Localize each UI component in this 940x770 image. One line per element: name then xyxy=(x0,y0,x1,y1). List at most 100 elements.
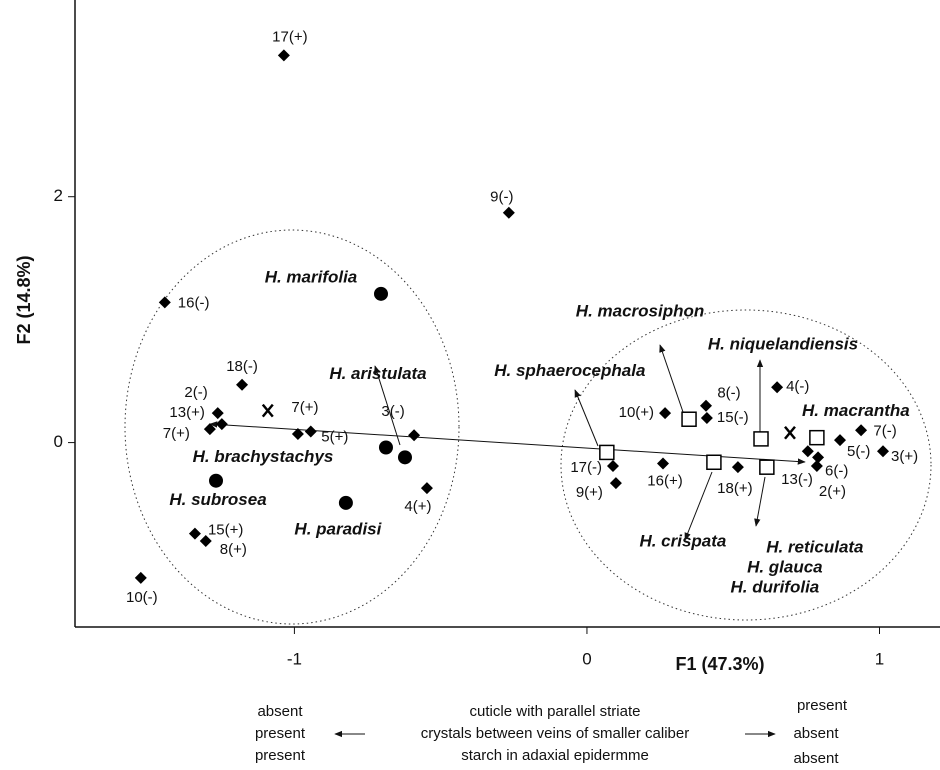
x-tick-label: 1 xyxy=(875,649,884,668)
arrow xyxy=(754,476,766,527)
diamond-point xyxy=(657,457,670,470)
point-label: 13(+) xyxy=(169,404,204,421)
point-label: 2(-) xyxy=(184,384,207,401)
arrow xyxy=(574,389,599,447)
point-label: H. macrantha xyxy=(802,401,910,420)
point-label: 7(+) xyxy=(291,399,318,416)
diamond-point xyxy=(188,527,201,540)
diamond-point xyxy=(700,399,713,412)
diamond-point xyxy=(291,427,304,440)
circle-point xyxy=(338,495,353,510)
point-label: 13(-) xyxy=(781,471,813,488)
square-point xyxy=(809,429,825,446)
point-label: H. marifolia xyxy=(265,267,358,286)
arrow xyxy=(659,344,684,413)
point-label: 10(-) xyxy=(126,589,158,606)
point-label: 9(-) xyxy=(490,189,513,206)
point-label: 18(-) xyxy=(226,358,258,375)
footer-text: present xyxy=(255,747,306,764)
footer-text: present xyxy=(255,725,306,742)
diamond-point xyxy=(812,451,825,464)
diamond-point xyxy=(215,418,228,431)
point-label: H. brachystachys xyxy=(193,447,334,466)
diamond-point xyxy=(236,378,249,391)
square-point xyxy=(599,444,615,461)
diamond-point xyxy=(609,477,622,490)
diamond-point xyxy=(134,571,147,584)
y-tick-label: 0 xyxy=(54,432,63,451)
x-point xyxy=(784,425,796,440)
diamond-point xyxy=(420,482,433,495)
x-tick-label: -1 xyxy=(287,649,302,668)
point-label: 9(+) xyxy=(576,484,603,501)
diamond-point xyxy=(277,49,290,62)
footer-text: absent xyxy=(793,725,839,742)
diamond-point xyxy=(731,461,744,474)
point-label: 17(+) xyxy=(272,28,307,45)
diamond-point xyxy=(801,445,814,458)
diamond-point xyxy=(659,407,672,420)
y-axis-label: F2 (14.8%) xyxy=(14,255,34,344)
diamond-point xyxy=(199,534,212,547)
point-label: 16(-) xyxy=(178,294,210,311)
group-ellipse xyxy=(560,309,932,621)
circle-point xyxy=(209,473,224,488)
footer-text: present xyxy=(797,697,848,714)
diamond-point xyxy=(833,434,846,447)
footer-text: starch in adaxial epidermme xyxy=(461,747,649,764)
point-label: H. paradisi xyxy=(294,519,382,538)
point-label: 7(+) xyxy=(163,425,190,442)
circle-point xyxy=(397,450,412,465)
diamond-point xyxy=(606,459,619,472)
point-label: 16(+) xyxy=(647,472,682,489)
point-label: 4(+) xyxy=(404,498,431,515)
diamond-point xyxy=(408,429,421,442)
square-point xyxy=(706,454,722,471)
point-label: 8(+) xyxy=(220,541,247,558)
x-tick-label: 0 xyxy=(582,649,591,668)
footer-text: absent xyxy=(793,750,839,767)
point-label: H. subrosea xyxy=(169,490,266,509)
diamond-point xyxy=(502,206,515,219)
x-point xyxy=(261,403,274,418)
point-label: 17(-) xyxy=(570,459,602,476)
point-label: 7(-) xyxy=(873,422,896,439)
footer-text: absent xyxy=(257,703,303,720)
point-label: H. durifolia xyxy=(730,578,819,597)
point-label: 5(+) xyxy=(321,428,348,445)
diamond-point xyxy=(810,459,823,472)
point-label: H. sphaerocephala xyxy=(494,361,645,380)
point-label: H. niquelandiensis xyxy=(708,334,858,353)
diamond-point xyxy=(211,407,224,420)
point-label: 15(+) xyxy=(208,522,243,539)
point-label: 2(+) xyxy=(819,483,846,500)
point-label: H. aristulata xyxy=(329,364,426,383)
square-point xyxy=(753,431,769,447)
diamond-point xyxy=(304,425,317,438)
point-label: H. glauca xyxy=(747,558,823,577)
point-label: 18(+) xyxy=(717,480,752,497)
square-point xyxy=(759,459,775,475)
point-label: 3(-) xyxy=(381,403,404,420)
point-label: 10(+) xyxy=(619,404,654,421)
point-label: H. reticulata xyxy=(766,538,863,557)
diamond-point xyxy=(203,423,216,436)
y-tick-label: 2 xyxy=(54,186,63,205)
point-label: 4(-) xyxy=(786,378,809,395)
footer-text: cuticle with parallel striate xyxy=(470,703,641,720)
point-label: H. crispata xyxy=(639,532,726,551)
circle-point xyxy=(378,440,393,455)
footer-text: crystals between veins of smaller calibe… xyxy=(421,725,689,742)
square-point xyxy=(681,411,697,427)
diamond-point xyxy=(855,424,868,437)
circle-point xyxy=(373,286,388,301)
diamond-point xyxy=(158,296,171,309)
x-axis-label: F1 (47.3%) xyxy=(675,654,764,674)
point-label: 15(-) xyxy=(717,409,749,426)
point-label: H. macrosiphon xyxy=(576,302,704,321)
diamond-point xyxy=(877,445,890,458)
point-label: 3(+) xyxy=(891,448,918,465)
diamond-point xyxy=(771,381,784,394)
diamond-point xyxy=(700,412,713,424)
